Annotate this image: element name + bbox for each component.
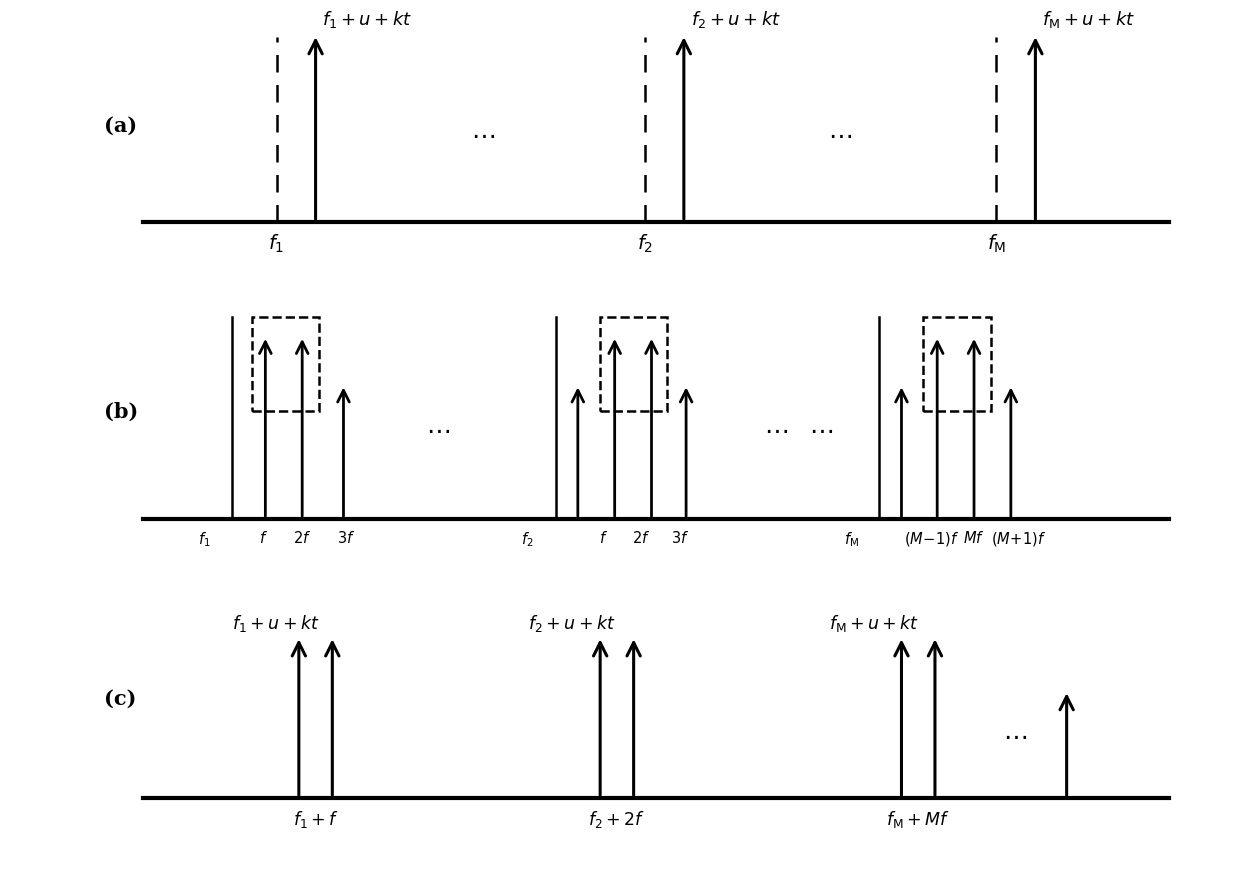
- Text: $\cdots$: $\cdots$: [765, 419, 789, 442]
- Text: $f_2+2f$: $f_2+2f$: [588, 809, 646, 830]
- Text: $f_{\mathrm{M}}+Mf$: $f_{\mathrm{M}}+Mf$: [887, 809, 950, 830]
- Text: $f_1$: $f_1$: [197, 530, 211, 548]
- Text: $\cdots$: $\cdots$: [1003, 725, 1027, 748]
- Text: $f_{\mathrm{M}}+u+kt$: $f_{\mathrm{M}}+u+kt$: [830, 613, 919, 634]
- Text: $\cdots$: $\cdots$: [828, 125, 852, 147]
- Text: $2f$: $2f$: [293, 530, 311, 546]
- Text: $3f$: $3f$: [671, 530, 689, 546]
- Text: $f_1$: $f_1$: [268, 232, 285, 254]
- Text: $f_1+f$: $f_1+f$: [293, 809, 339, 830]
- Text: $f_2+u+kt$: $f_2+u+kt$: [528, 613, 615, 634]
- Text: $3f$: $3f$: [336, 530, 355, 546]
- Bar: [600, 317, 667, 411]
- Text: (b): (b): [104, 402, 138, 421]
- Bar: [923, 317, 991, 411]
- Text: $f_{\mathrm{M}}$: $f_{\mathrm{M}}$: [843, 530, 859, 548]
- Text: $f_2$: $f_2$: [521, 530, 534, 548]
- Text: $\cdots$: $\cdots$: [810, 419, 833, 442]
- Text: $f_2$: $f_2$: [637, 232, 652, 254]
- Text: (c): (c): [104, 689, 136, 708]
- Text: $f$: $f$: [259, 530, 268, 546]
- Text: $f_1+u+kt$: $f_1+u+kt$: [232, 613, 320, 634]
- Text: (a): (a): [104, 116, 136, 135]
- Text: $f_{\mathrm{M}}+u+kt$: $f_{\mathrm{M}}+u+kt$: [1042, 10, 1136, 30]
- Text: $f_1+u+kt$: $f_1+u+kt$: [322, 10, 413, 30]
- Text: $f_2+u+kt$: $f_2+u+kt$: [691, 10, 781, 30]
- Text: $Mf$: $Mf$: [963, 530, 985, 546]
- Bar: [252, 317, 319, 411]
- Text: $f$: $f$: [599, 530, 608, 546]
- Text: $\cdots$: $\cdots$: [427, 419, 450, 442]
- Text: $f_{\mathrm{M}}$: $f_{\mathrm{M}}$: [987, 232, 1006, 254]
- Text: $2f$: $2f$: [632, 530, 651, 546]
- Text: $\cdots$: $\cdots$: [471, 125, 495, 147]
- Text: $(M\!+\!1)f$: $(M\!+\!1)f$: [991, 530, 1047, 547]
- Text: $(M\!-\!1)f$: $(M\!-\!1)f$: [904, 530, 960, 547]
